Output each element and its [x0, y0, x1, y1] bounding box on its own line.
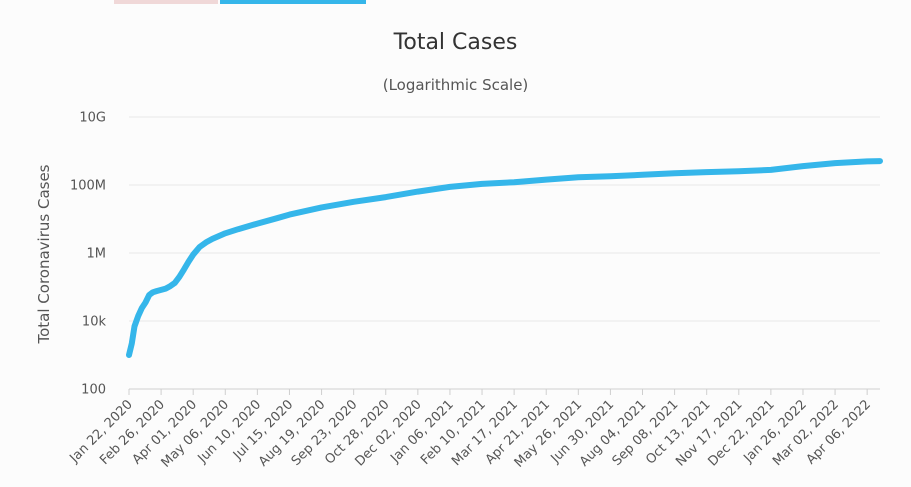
tab-inactive[interactable]	[114, 0, 218, 4]
y-axis-title: Total Coronavirus Cases	[35, 164, 53, 344]
y-tick-label: 10k	[82, 315, 107, 330]
chart-title: Total Cases	[393, 30, 518, 55]
gridlines	[129, 116, 880, 390]
chart-subtitle: (Logarithmic Scale)	[382, 76, 529, 94]
y-tick-label: 100M	[70, 179, 106, 194]
tab-active[interactable]	[220, 0, 366, 4]
y-tick-label: 10G	[79, 111, 106, 126]
series-line-total-cases	[126, 158, 883, 358]
y-tick-label: 100	[81, 383, 106, 398]
tab-bar	[0, 0, 911, 10]
y-tick-label: 1M	[87, 247, 107, 262]
series-layer	[126, 158, 883, 358]
